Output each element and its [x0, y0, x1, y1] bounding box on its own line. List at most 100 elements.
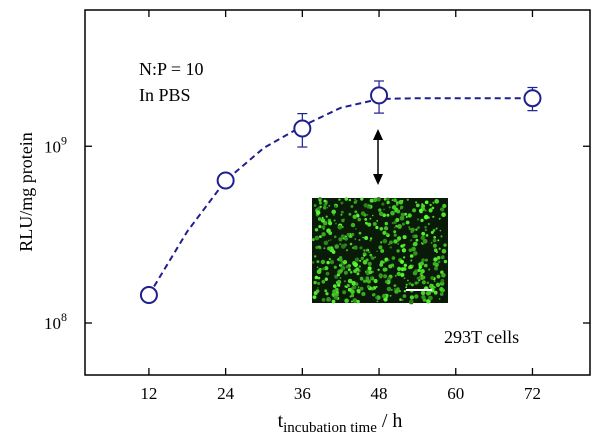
data-point	[293, 119, 312, 138]
cell	[367, 266, 372, 271]
cell	[327, 246, 332, 251]
cell	[337, 225, 343, 230]
cell	[389, 246, 392, 249]
cell	[381, 293, 387, 299]
cell	[347, 287, 352, 292]
y-tick-exponent: 8	[61, 310, 67, 324]
cell	[362, 236, 364, 239]
cell	[415, 238, 419, 242]
cell	[410, 227, 415, 232]
cell	[372, 197, 378, 203]
cell	[335, 291, 339, 295]
cell	[428, 208, 433, 213]
cell	[436, 255, 441, 260]
cell	[420, 235, 425, 240]
cell	[415, 203, 420, 208]
cell	[332, 289, 337, 294]
cell	[395, 201, 399, 205]
cell	[378, 273, 383, 278]
x-tick-label: 60	[447, 384, 464, 403]
cell	[405, 220, 410, 225]
cell	[364, 218, 368, 221]
cell	[364, 236, 369, 240]
cell	[404, 212, 407, 216]
y-tick-label: 109	[44, 133, 67, 156]
data-point	[523, 89, 542, 108]
cell	[334, 274, 339, 279]
cell	[316, 210, 321, 215]
cell	[362, 279, 367, 283]
cell	[352, 214, 357, 219]
cell	[349, 242, 353, 246]
cell	[350, 205, 354, 208]
cell	[385, 280, 389, 284]
cell	[376, 197, 381, 202]
cell	[433, 290, 438, 295]
y-tick-exponent: 9	[61, 133, 67, 147]
cell	[323, 199, 327, 203]
cell	[318, 225, 322, 229]
cell	[396, 271, 401, 276]
y-tick-label: 108	[44, 310, 67, 333]
cell	[375, 295, 381, 300]
cell	[345, 265, 349, 269]
cell	[357, 286, 360, 288]
cell	[367, 249, 370, 251]
x-tick-label: 48	[371, 384, 388, 403]
cell	[439, 229, 442, 232]
cell	[319, 201, 322, 205]
cell	[438, 217, 441, 220]
cell	[340, 244, 346, 249]
cell	[343, 218, 345, 220]
data-point	[370, 86, 389, 105]
cell	[420, 290, 426, 296]
cell	[339, 263, 342, 266]
cell	[366, 213, 369, 216]
cell	[351, 232, 355, 237]
cell	[378, 245, 383, 250]
cell	[430, 231, 434, 234]
cell	[372, 214, 374, 217]
cell	[312, 261, 315, 264]
cell	[342, 235, 346, 238]
cell	[344, 298, 349, 304]
cell	[317, 287, 319, 289]
cell	[438, 298, 441, 300]
cell	[367, 204, 370, 207]
y-axis-title: RLU/mg protein	[16, 132, 36, 252]
cell	[317, 217, 322, 221]
cell	[441, 248, 447, 254]
cell	[401, 248, 407, 253]
cell	[343, 280, 346, 283]
cell	[354, 257, 360, 262]
cell	[386, 197, 390, 201]
cell	[408, 227, 412, 231]
cell	[326, 297, 331, 302]
cell	[351, 281, 357, 286]
cell	[427, 290, 431, 295]
cell	[327, 239, 330, 242]
cell	[435, 282, 441, 287]
cell	[408, 299, 414, 305]
cell	[401, 272, 404, 275]
cell	[440, 255, 445, 260]
cell	[422, 275, 426, 280]
cell	[418, 265, 422, 269]
cell	[401, 298, 404, 302]
cell	[354, 238, 357, 240]
cell	[395, 225, 398, 228]
cell	[339, 198, 341, 201]
cell	[347, 278, 353, 284]
cell	[400, 272, 405, 277]
cell	[350, 222, 356, 228]
cell	[407, 279, 409, 282]
cell	[313, 280, 317, 285]
cell	[382, 230, 387, 235]
cell	[380, 249, 385, 253]
cell	[417, 226, 420, 229]
cell	[331, 209, 337, 215]
cell	[322, 227, 325, 230]
cell	[354, 210, 358, 214]
cell	[399, 207, 402, 210]
cell	[322, 205, 327, 210]
